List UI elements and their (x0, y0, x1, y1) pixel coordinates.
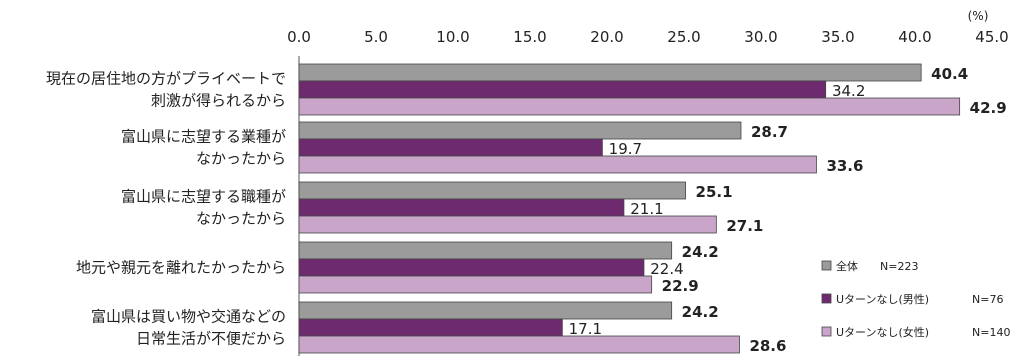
bar (298, 121, 742, 140)
bar (298, 318, 563, 337)
x-tick-label: 40.0 (898, 28, 931, 46)
category-label: 富山県に志望する業種が (121, 128, 286, 146)
data-label-bg (563, 321, 614, 336)
bar (298, 215, 717, 234)
category-label: なかったから (196, 150, 286, 168)
bar (298, 198, 625, 217)
category-label: なかったから (196, 210, 286, 228)
legend-item: 全体 N=223 (821, 259, 918, 273)
legend-n: N=140 (972, 326, 1010, 339)
category-label: 地元や親元を離れたかったから (76, 259, 286, 277)
bar (298, 80, 827, 99)
data-label: 28.7 (751, 123, 788, 141)
data-label: 42.9 (970, 99, 1007, 117)
data-label: 24.2 (682, 243, 719, 261)
data-label-bg (624, 201, 675, 216)
x-tick-label: 5.0 (364, 28, 388, 46)
category-label: 富山県は買い物や交通などの (91, 308, 286, 326)
data-label: 21.1 (630, 200, 663, 218)
legend-label: Uターンなし(女性) (836, 325, 929, 339)
x-tick-label: 10.0 (436, 28, 469, 46)
legend-n: N=223 (880, 260, 918, 273)
x-tick-label: 45.0 (975, 28, 1008, 46)
data-label: 40.4 (931, 65, 968, 83)
legend: 全体 N=223 Uターンなし(男性) N=76 Uターンなし(女性) N=140 (821, 259, 1010, 339)
unit-label: (%) (968, 9, 989, 23)
data-label: 28.6 (749, 337, 786, 355)
bar (298, 275, 653, 294)
data-label: 25.1 (696, 183, 733, 201)
x-tick-label: 0.0 (287, 28, 311, 46)
bars: 40.4 28.7 25.1 24.2 24.2 34.2 19.7 21.1 22.4 17.1… (298, 63, 1007, 355)
category-label: 日常生活が不便だから (136, 330, 286, 348)
data-label: 34.2 (832, 82, 865, 100)
x-tick-label: 25.0 (667, 28, 700, 46)
data-label-bg (826, 83, 877, 98)
data-label: 27.1 (726, 217, 763, 235)
legend-swatch (821, 293, 832, 304)
bar (298, 155, 817, 174)
legend-n: N=76 (972, 293, 1003, 306)
data-label: 33.6 (826, 157, 863, 175)
legend-swatch (821, 326, 832, 337)
bar (298, 301, 673, 320)
category-labels: 現在の居住地の方がプライベートで刺激が得られるから富山県に志望する業種がなかった… (46, 70, 286, 348)
legend-item: Uターンなし(男性) N=76 (821, 292, 1003, 306)
bar (298, 258, 645, 277)
category-label: 富山県に志望する職種が (121, 188, 286, 206)
legend-label: 全体 (836, 259, 858, 273)
x-tick-label: 30.0 (744, 28, 777, 46)
data-label: 19.7 (609, 140, 642, 158)
legend-label: Uターンなし(男性) (836, 292, 929, 306)
data-label: 22.9 (662, 277, 699, 295)
bar (298, 63, 922, 82)
category-label: 刺激が得られるから (151, 92, 286, 110)
bar (298, 181, 686, 200)
bar (298, 335, 740, 354)
data-label-bg (603, 141, 654, 156)
x-axis: 0.0 5.0 10.0 15.0 20.0 25.0 30.0 35.0 40.0 45.0 (%… (287, 9, 1009, 356)
data-label: 17.1 (569, 320, 602, 338)
bar (298, 241, 673, 260)
x-tick-label: 35.0 (821, 28, 854, 46)
legend-item: Uターンなし(女性) N=140 (821, 325, 1010, 339)
bar (298, 97, 961, 116)
x-tick-label: 20.0 (590, 28, 623, 46)
data-label-bg (644, 261, 695, 276)
data-label: 24.2 (682, 303, 719, 321)
x-tick-label: 15.0 (513, 28, 546, 46)
bar (298, 138, 603, 157)
category-label: 現在の居住地の方がプライベートで (46, 70, 286, 88)
legend-swatch (821, 260, 832, 271)
data-label: 22.4 (650, 260, 683, 278)
